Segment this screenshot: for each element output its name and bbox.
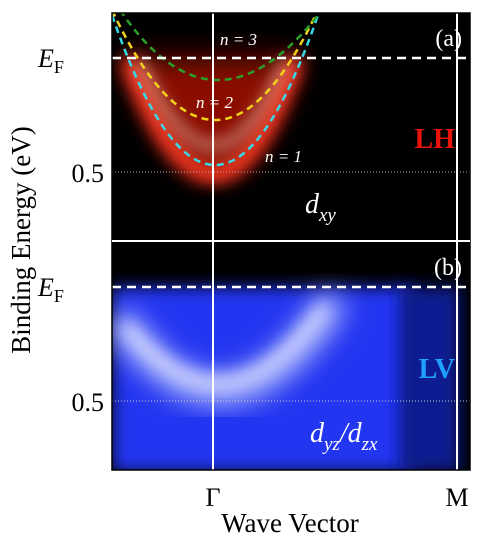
panel-a [112, 13, 470, 240]
subband-label: n = 3 [220, 30, 257, 49]
subband-label: n = 2 [196, 93, 233, 112]
orbital-sub: yz [322, 434, 340, 455]
y-tick-label: EF [37, 273, 64, 306]
tick-main: E [37, 44, 54, 73]
x-tick-label: Γ [205, 483, 220, 512]
panel-label: (b) [434, 255, 462, 281]
tick-sub: F [54, 286, 64, 306]
x-axis-title: Wave Vector [221, 508, 359, 538]
y-tick-label: 0.5 [72, 388, 105, 417]
orbital-main: d [310, 418, 325, 449]
orbital-main: /d [338, 418, 363, 449]
tick-main: E [37, 273, 54, 302]
x-tick-label: M [445, 483, 468, 512]
y-tick-label: EF [37, 44, 64, 77]
polarization-label: LV [419, 354, 455, 385]
subband-label: n = 1 [265, 147, 302, 166]
orbital-label: dxy [305, 189, 336, 226]
polarization-label: LH [415, 124, 456, 155]
y-axis-title: Binding Energy (eV) [6, 126, 36, 353]
panel-label: (a) [435, 26, 462, 52]
orbital-main: d [305, 189, 320, 220]
tick-sub: F [54, 57, 64, 77]
panel-b [112, 242, 470, 470]
orbital-label: dyz/dzx [310, 418, 378, 455]
y-tick-label: 0.5 [72, 159, 105, 188]
orbital-sub: zx [361, 434, 378, 455]
orbital-sub: xy [318, 205, 336, 226]
